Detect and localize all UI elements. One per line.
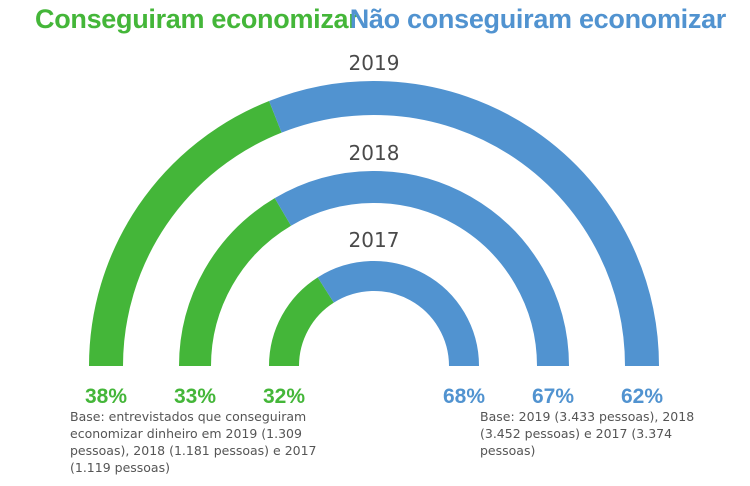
arc-achieved-2017 xyxy=(269,277,335,367)
pct-label-achieved-2019: 38% xyxy=(85,385,127,408)
pct-label-not-achieved-2019: 62% xyxy=(621,385,663,408)
base-note-years: Base: 2019 (3.433 pessoas), 2018 (3.452 … xyxy=(480,409,695,458)
base-note-achieved: Base: entrevistados que conseguiram econ… xyxy=(70,409,317,475)
arc-not-achieved-2018 xyxy=(274,171,569,367)
pct-label-achieved-2018: 33% xyxy=(174,385,216,408)
legend-not-achieved: Não conseguiram economizar xyxy=(349,4,727,34)
year-label-2018: 2018 xyxy=(349,141,400,165)
pct-label-not-achieved-2017: 68% xyxy=(443,385,485,408)
arc-not-achieved-2019 xyxy=(269,81,659,367)
arc-not-achieved-2017 xyxy=(317,261,479,367)
arc-achieved-2019 xyxy=(89,101,282,367)
arc-achieved-2018 xyxy=(179,198,292,367)
year-label-2019: 2019 xyxy=(349,51,400,75)
year-label-2017: 2017 xyxy=(349,228,400,252)
legend-achieved: Conseguiram economizar xyxy=(35,4,359,34)
pct-label-not-achieved-2018: 67% xyxy=(532,385,574,408)
pct-label-achieved-2017: 32% xyxy=(263,385,305,408)
